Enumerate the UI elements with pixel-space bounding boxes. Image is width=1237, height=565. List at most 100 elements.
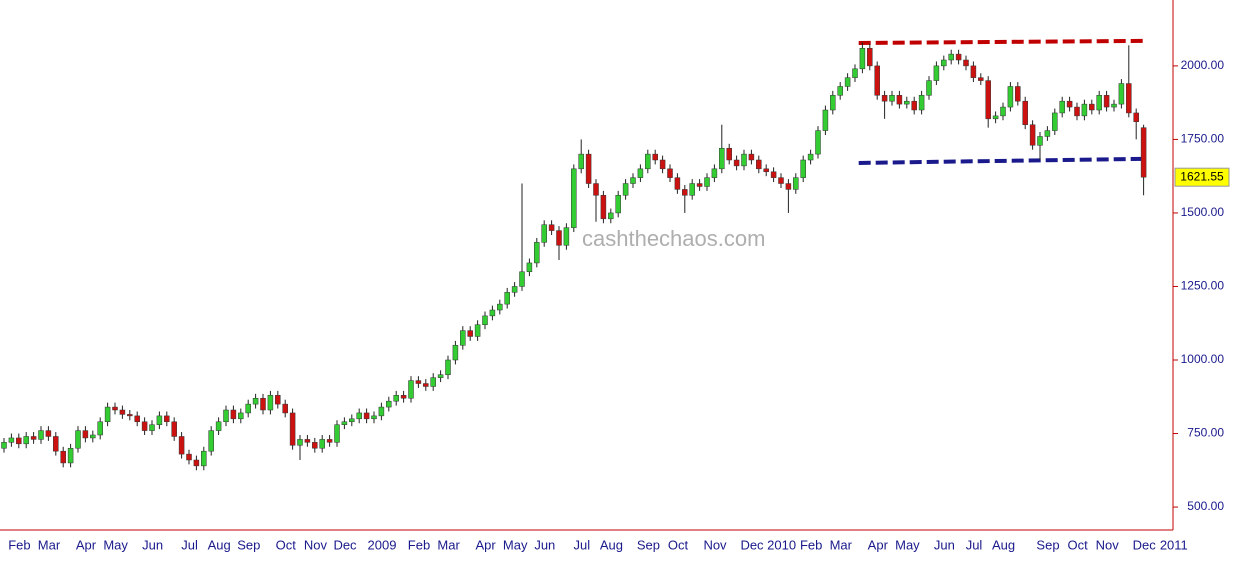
candle-body	[578, 153, 584, 170]
candle-body	[23, 436, 29, 445]
candle-body	[534, 242, 540, 264]
candle-body	[356, 412, 362, 420]
x-tick-label: Feb	[8, 537, 30, 552]
candle-body	[1096, 95, 1102, 111]
candle-body	[245, 403, 251, 414]
candle-body	[208, 430, 214, 452]
candle-body	[1089, 103, 1095, 111]
y-tick-label: 750.00	[1187, 426, 1224, 440]
x-tick-label: May	[503, 537, 528, 552]
candle-body	[178, 436, 185, 455]
x-tick-label: Aug	[208, 537, 231, 552]
x-tick-label: Oct	[276, 537, 297, 552]
y-tick-label: 1000.00	[1181, 352, 1225, 366]
candle-body	[1007, 86, 1014, 108]
candle-body	[223, 409, 229, 423]
candle-body	[807, 153, 814, 161]
y-tick-label: 500.00	[1187, 499, 1224, 513]
candle-body	[874, 65, 880, 96]
candle-body	[1059, 100, 1065, 114]
candle-body	[238, 412, 244, 420]
candle-body	[489, 309, 496, 317]
candle-body	[215, 421, 222, 431]
x-tick-label: Jul	[181, 537, 198, 552]
candle-body	[763, 168, 769, 173]
candle-body	[415, 380, 422, 384]
candle-body	[304, 439, 311, 443]
y-tick-label: 1250.00	[1181, 279, 1225, 293]
x-tick-label: 2010	[767, 537, 796, 552]
candle-body	[933, 65, 940, 81]
x-tick-label: Sep	[637, 537, 660, 552]
candle-body	[1029, 124, 1036, 146]
last-price-box	[1174, 167, 1230, 187]
candle-body	[112, 406, 118, 411]
candle-body	[645, 153, 651, 170]
candle-body	[682, 189, 688, 196]
candle-body	[445, 359, 451, 375]
candle-body	[881, 95, 888, 102]
candle-body	[1133, 112, 1139, 123]
candle-body	[90, 434, 96, 439]
candle-body	[408, 380, 414, 399]
x-tick-label: Apr	[76, 537, 97, 552]
x-tick-label: Oct	[1067, 537, 1088, 552]
candle-body	[334, 424, 340, 443]
candle-body	[726, 147, 732, 161]
candle-body	[282, 403, 288, 414]
candle-body	[156, 415, 163, 425]
candle-body	[341, 421, 348, 425]
candle-body	[45, 430, 52, 437]
candle-body	[378, 406, 385, 417]
candle-body	[689, 183, 695, 196]
candle-body	[667, 168, 673, 178]
candle-body	[719, 147, 725, 170]
candle-body	[423, 383, 429, 387]
candle-body	[756, 159, 762, 170]
candle-body	[119, 409, 126, 415]
candle-body	[659, 159, 666, 170]
candle-body	[830, 95, 836, 111]
x-tick-label: Apr	[868, 537, 889, 552]
candle-body	[260, 397, 266, 411]
candle-body	[127, 414, 133, 417]
candle-body	[149, 424, 155, 431]
candle-body	[674, 177, 681, 190]
candle-body	[400, 395, 407, 399]
candle-body	[326, 439, 333, 443]
candle-body	[252, 397, 259, 405]
candle-body	[918, 95, 925, 111]
candle-body	[104, 406, 111, 423]
candle-body	[482, 315, 488, 325]
candle-body	[852, 68, 858, 78]
candle-body	[349, 418, 355, 423]
candle-body	[164, 415, 170, 423]
x-tick-label: Apr	[475, 537, 496, 552]
candle-body	[1066, 100, 1073, 108]
candle-body	[511, 286, 518, 293]
candle-body	[704, 177, 710, 187]
x-tick-label: Mar	[830, 537, 853, 552]
candle-body	[230, 409, 237, 420]
candle-body	[312, 442, 318, 449]
candle-body	[497, 303, 503, 311]
candle-body	[134, 415, 140, 423]
x-tick-label: Aug	[600, 537, 623, 552]
candle-body	[844, 77, 851, 87]
candle-body	[75, 430, 81, 449]
candle-body	[289, 412, 296, 446]
candle-body	[837, 86, 843, 96]
candle-body	[822, 109, 829, 131]
candle-body	[985, 80, 991, 120]
x-tick-label: Mar	[38, 537, 61, 552]
x-tick-label: Nov	[304, 537, 328, 552]
candle-body	[1111, 103, 1117, 108]
candle-body	[793, 177, 799, 190]
candle-body	[978, 77, 984, 81]
candle-body	[955, 53, 962, 61]
trendline	[858, 38, 1146, 45]
candle-body	[622, 183, 629, 196]
candle-body	[563, 227, 570, 246]
candle-body	[193, 459, 200, 467]
